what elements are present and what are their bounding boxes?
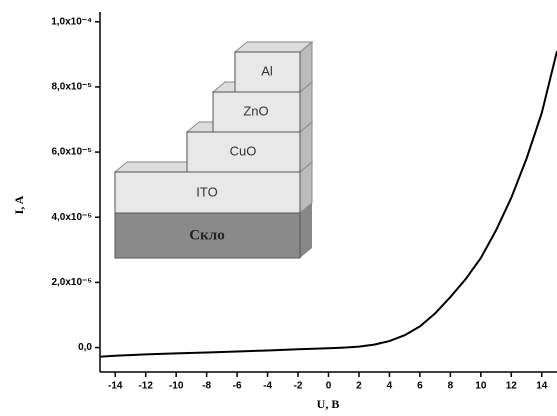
x-tick-label: -12	[138, 381, 153, 392]
x-tick-label: 0	[326, 381, 332, 392]
y-tick-label: 4,0x10⁻⁵	[51, 212, 92, 223]
y-tick-label: 1,0x10⁻⁴	[51, 16, 92, 27]
x-tick-label: 14	[536, 381, 548, 392]
x-tick-label: 2	[356, 381, 362, 392]
x-axis-label: U, B	[317, 397, 340, 411]
y-axis-label: I, A	[12, 195, 26, 214]
inset-diagram: Al ZnO CuO ITO Скло	[115, 42, 312, 258]
x-tick-label: 4	[387, 381, 393, 392]
chart: Al ZnO CuO ITO Скло I, A U, B 0,0 2,0x10⁻…	[0, 0, 557, 411]
y-tick-label: 8,0x10⁻⁵	[51, 82, 92, 93]
layer-label: Скло	[189, 227, 224, 243]
x-tick-label: -10	[169, 381, 184, 392]
x-tick-label: -8	[202, 381, 211, 392]
x-tick-label: 12	[506, 381, 518, 392]
x-tick-label: -14	[108, 381, 123, 392]
y-tick-label: 6,0x10⁻⁵	[51, 147, 92, 158]
layer-label: Al	[261, 63, 273, 78]
x-tick-label: -6	[233, 381, 242, 392]
x-tick-label: 10	[475, 381, 487, 392]
layer-label: ITO	[196, 184, 217, 199]
layer-label: CuO	[230, 143, 257, 158]
x-tick-label: 8	[448, 381, 454, 392]
y-tick-label: 2,0x10⁻⁵	[51, 277, 92, 288]
layer-label: ZnO	[243, 103, 268, 118]
x-tick-label: 6	[417, 381, 423, 392]
x-tick-label: -2	[294, 381, 303, 392]
y-tick-label: 0,0	[78, 342, 92, 353]
layer-top	[235, 42, 312, 52]
x-tick-label: -4	[263, 381, 272, 392]
